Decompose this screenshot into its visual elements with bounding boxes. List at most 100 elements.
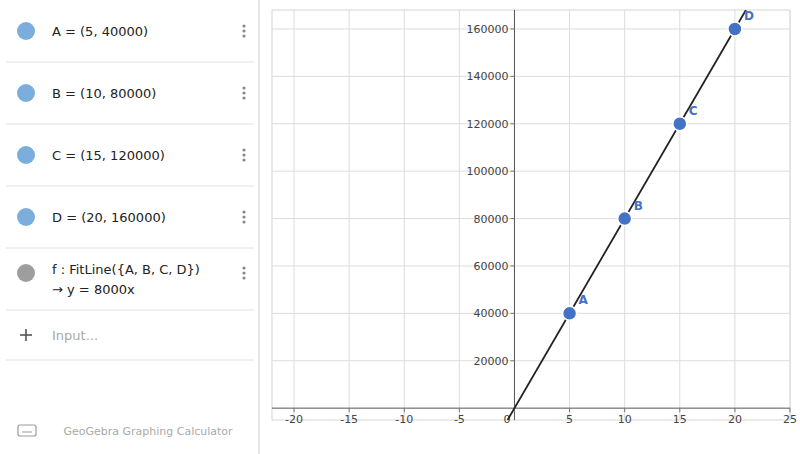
y-tick: [510, 218, 514, 219]
menu-dot: [242, 148, 245, 151]
menu-dot: [242, 215, 245, 218]
grid-line-x: [790, 10, 791, 420]
x-tick: [679, 408, 680, 412]
sidebar: A = (5, 40000) B = (10, 80000) C = (15, 12…: [6, 0, 259, 454]
grid-line-x: [294, 10, 295, 420]
entry-icon[interactable]: [17, 146, 35, 164]
entry-icon[interactable]: [17, 84, 35, 102]
x-tick-label: 10: [618, 413, 632, 426]
menu-dot: [242, 29, 245, 32]
menu-dot: [242, 96, 245, 99]
grid-line-x: [569, 10, 570, 420]
sidebar-entry[interactable]: A = (5, 40000): [52, 24, 148, 39]
y-tick: [510, 76, 514, 77]
menu-dot: [242, 220, 245, 223]
x-tick-label: -5: [454, 413, 465, 426]
sidebar-entry[interactable]: C = (15, 120000): [52, 148, 165, 163]
x-tick-label: -20: [285, 413, 303, 426]
menu-dot: [242, 86, 245, 89]
keyboard-key: [22, 432, 32, 433]
separator: [6, 124, 254, 125]
point[interactable]: [563, 306, 577, 320]
x-tick-label: 20: [728, 413, 742, 426]
menu-icon[interactable]: [242, 210, 245, 223]
x-axis: [272, 408, 790, 409]
point-label: C: [689, 104, 698, 118]
point[interactable]: [618, 212, 632, 226]
x-tick: [294, 408, 295, 412]
menu-dot: [242, 266, 245, 269]
y-tick-label: 100000: [466, 165, 508, 178]
chart: A = (5, 40000) B = (10, 80000) C = (15, 12…: [0, 0, 800, 454]
y-tick-label: 140000: [466, 70, 508, 83]
point[interactable]: [673, 117, 687, 131]
plot-frame: [272, 10, 790, 420]
grid-line-y: [272, 123, 790, 124]
menu-dot: [242, 24, 245, 27]
entry-icon[interactable]: [17, 208, 35, 226]
menu-icon[interactable]: [242, 148, 245, 161]
menu-icon[interactable]: [242, 86, 245, 99]
x-tick-label: -10: [395, 413, 413, 426]
y-tick: [510, 171, 514, 172]
grid-line-x: [404, 10, 405, 420]
entry-icon[interactable]: [17, 264, 35, 282]
grid-line-y: [272, 360, 790, 361]
menu-dot: [242, 276, 245, 279]
y-axis: [514, 10, 515, 420]
keyboard-outline: [18, 425, 36, 436]
x-tick: [569, 408, 570, 412]
y-tick-label: 60000: [473, 260, 508, 273]
sidebar-entry[interactable]: f : FitLine({A, B, C, D}): [52, 262, 200, 277]
add-button[interactable]: [20, 329, 32, 341]
grid-line-y: [272, 313, 790, 314]
point[interactable]: [728, 22, 742, 36]
sidebar-subtext: → y = 8000x: [52, 282, 135, 297]
x-tick-label: -15: [340, 413, 358, 426]
separator: [6, 186, 254, 187]
y-tick-label: 80000: [473, 213, 508, 226]
separator: [6, 310, 254, 311]
y-tick: [510, 313, 514, 314]
menu-dot: [242, 210, 245, 213]
x-tick: [734, 408, 735, 412]
x-tick-label: 25: [783, 413, 797, 426]
y-tick-label: 20000: [473, 355, 508, 368]
x-tick: [349, 408, 350, 412]
keyboard-icon[interactable]: [18, 425, 36, 436]
menu-dot: [242, 271, 245, 274]
x-tick: [459, 408, 460, 412]
grid-line-y: [272, 76, 790, 77]
sidebar-entry[interactable]: B = (10, 80000): [52, 86, 156, 101]
grid-line-y: [272, 218, 790, 219]
x-tick-label: 5: [566, 413, 573, 426]
grid-line-x: [679, 10, 680, 420]
y-tick-label: 120000: [466, 118, 508, 131]
grid: [272, 10, 790, 420]
grid-line-x: [349, 10, 350, 420]
grid-line-y: [272, 265, 790, 266]
point-labels: ABCD: [579, 9, 754, 307]
background: [0, 0, 800, 454]
grid-line-y: [272, 28, 790, 29]
y-tick: [510, 360, 514, 361]
x-tick: [624, 408, 625, 412]
grid-line-x: [459, 10, 460, 420]
separator: [6, 62, 254, 63]
grid-line-y: [272, 171, 790, 172]
input-placeholder[interactable]: Input...: [52, 328, 98, 343]
menu-dot: [242, 153, 245, 156]
menu-dot: [242, 91, 245, 94]
add-icon: [25, 329, 27, 341]
marks: [508, 10, 746, 420]
separator: [6, 360, 254, 361]
menu-icon[interactable]: [242, 24, 245, 37]
fit-line: [508, 10, 746, 420]
menu-icon[interactable]: [242, 266, 245, 279]
x-tick: [404, 408, 405, 412]
entry-icon[interactable]: [17, 22, 35, 40]
menu-dot: [242, 34, 245, 37]
point-label: D: [744, 9, 754, 23]
point-label: A: [579, 293, 589, 307]
sidebar-entry[interactable]: D = (20, 160000): [52, 210, 166, 225]
